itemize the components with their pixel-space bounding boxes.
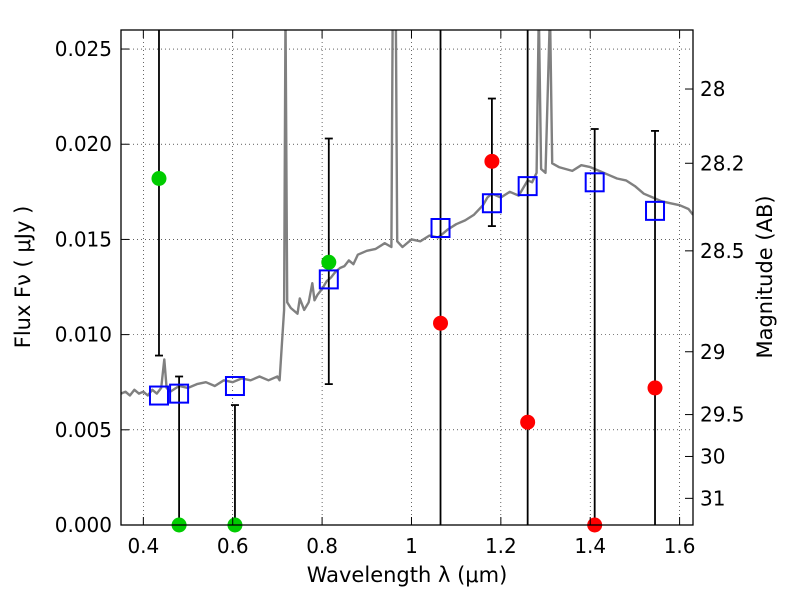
model-square bbox=[645, 200, 666, 221]
x-axis-title: Wavelength λ (μm) bbox=[307, 563, 508, 587]
grid bbox=[121, 30, 693, 525]
errorbar-layer bbox=[154, 30, 660, 525]
x-tick-label: 0.4 bbox=[127, 534, 159, 558]
x-tick-label: 1.4 bbox=[574, 534, 606, 558]
model-square bbox=[517, 176, 538, 197]
spectrum-layer bbox=[121, 30, 693, 397]
observed-point-red bbox=[433, 315, 449, 331]
axis-ticks bbox=[121, 30, 693, 526]
spectrum-line bbox=[121, 30, 693, 397]
observed-point-red bbox=[520, 414, 536, 430]
model-square bbox=[169, 383, 190, 404]
plot-frame bbox=[120, 29, 694, 526]
observed-point-red bbox=[484, 153, 500, 169]
right-tick-label: 28.5 bbox=[700, 239, 745, 263]
model-square bbox=[481, 193, 502, 214]
right-tick-label: 30 bbox=[700, 444, 725, 468]
model-square bbox=[148, 385, 169, 406]
x-tick-label: 0.8 bbox=[306, 534, 338, 558]
y-tick-label: 0.005 bbox=[55, 418, 112, 442]
axis-tick-labels: 0.4 0.6 0.8 1 1.2 1.4 1.6 0.000 0.005 0.010 0.015 0… bbox=[55, 37, 745, 558]
right-tick-label: 29 bbox=[700, 340, 725, 364]
x-tick-label: 1.2 bbox=[485, 534, 517, 558]
model-square bbox=[318, 269, 339, 290]
observed-points bbox=[151, 153, 663, 533]
y-tick-label: 0.025 bbox=[55, 37, 112, 61]
observed-point-green bbox=[151, 171, 167, 186]
x-tick-label: 1.6 bbox=[664, 534, 696, 558]
x-tick-label: 0.6 bbox=[217, 534, 249, 558]
observed-point-green bbox=[321, 254, 337, 270]
right-tick-label: 28 bbox=[700, 77, 725, 101]
model-points bbox=[148, 172, 666, 406]
y-tick-label: 0.015 bbox=[55, 227, 112, 251]
right-tick-label: 29.5 bbox=[700, 403, 745, 427]
x-tick-label: 1 bbox=[405, 534, 418, 558]
right-tick-label: 28.2 bbox=[700, 151, 745, 175]
observed-point-red bbox=[647, 380, 663, 396]
model-square bbox=[224, 376, 245, 397]
model-square bbox=[584, 172, 605, 193]
y-axis-title: Flux Fν ( μJy ) bbox=[11, 206, 35, 349]
y-tick-label: 0.020 bbox=[55, 132, 112, 156]
y-tick-label: 0.010 bbox=[55, 323, 112, 347]
model-square bbox=[430, 218, 451, 238]
y-tick-label: 0.000 bbox=[55, 513, 112, 537]
right-tick-label: 31 bbox=[700, 486, 725, 510]
right-axis-title: Magnitude (AB) bbox=[753, 195, 777, 358]
